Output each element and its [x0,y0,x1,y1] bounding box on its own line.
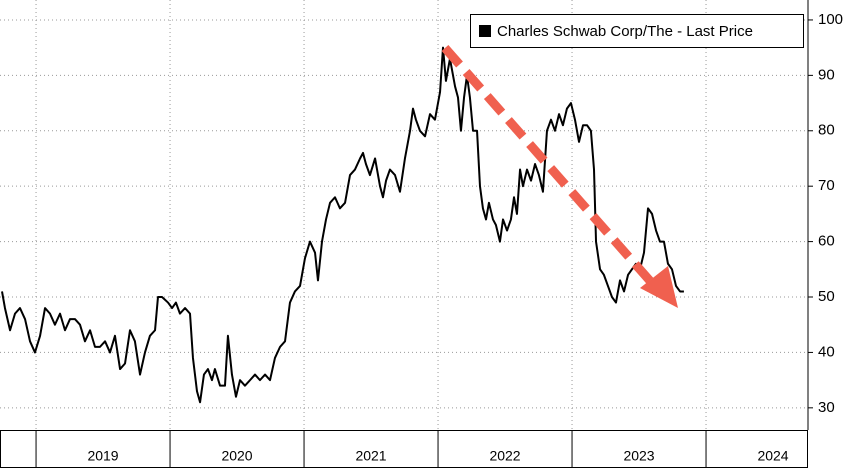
x-tick-label: 2023 [623,448,654,464]
y-tick-label: 70 [818,177,835,194]
legend-label: Charles Schwab Corp/The - Last Price [497,23,753,40]
trend-arrowhead [640,266,678,308]
x-tick-label: 2022 [489,448,520,464]
y-tick-label: 50 [818,288,835,305]
price-line [1,46,684,404]
y-tick-label: 30 [818,399,835,416]
y-tick-label: 40 [818,343,835,360]
grid [0,0,808,430]
plot [1,46,684,404]
x-tick-label: 2024 [757,448,788,464]
y-tick-label: 90 [818,66,835,83]
y-tick-label: 80 [818,122,835,139]
legend [470,14,804,48]
x-tick-label: 2021 [355,448,386,464]
y-tick-label: 100 [818,11,843,28]
axes: 30 40 50 60 70 80 90 100 2019 2020 2021 2022 2023 202… [35,11,843,468]
x-tick-label: 2019 [87,448,118,464]
legend-swatch [479,25,491,37]
x-tick-label: 2020 [221,448,252,464]
trend-arrow [441,45,662,293]
y-tick-label: 60 [818,233,835,250]
